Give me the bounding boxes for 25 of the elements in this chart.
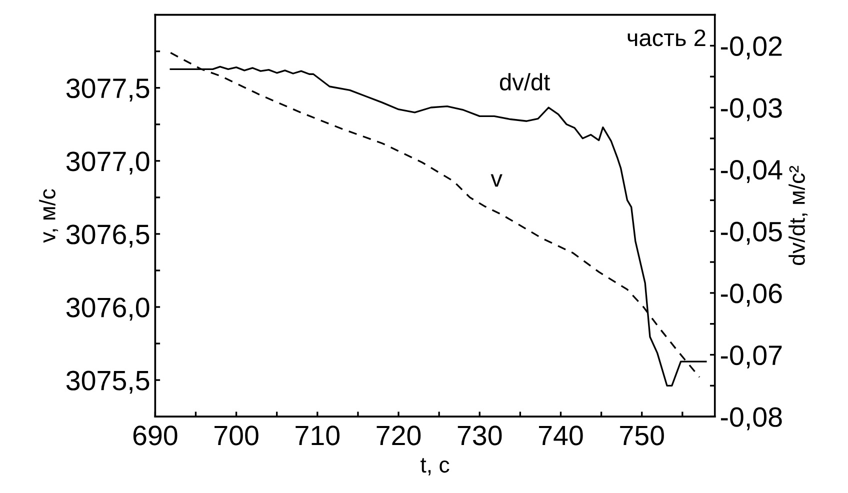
y2-tick-label: -0,02 — [720, 36, 782, 60]
y-axis-title: v, м/с — [39, 189, 58, 243]
y2-tick-label: -0,04 — [720, 160, 782, 183]
x-tick-label: 700 — [214, 426, 258, 446]
y-tick-label: 3076,5 — [66, 224, 150, 248]
annotation: часть 2 — [628, 29, 706, 46]
annotation: v — [490, 174, 502, 187]
annotation: dv/dt — [500, 73, 550, 90]
x-axis-title: t, с — [420, 458, 450, 476]
y2-tick-label: -0,08 — [720, 407, 782, 430]
y2-tick-label: -0,06 — [720, 284, 782, 307]
y-tick-label: 3076,0 — [66, 298, 150, 321]
x-tick-label: 750 — [620, 426, 664, 446]
y-tick-label: 3077,0 — [66, 152, 150, 175]
y2-axis-title: dv/dt, м/с² — [788, 166, 808, 265]
x-tick-label: 720 — [376, 426, 421, 446]
y2-tick-label: -0,07 — [720, 345, 782, 368]
x-tick-label: 730 — [458, 426, 502, 446]
y-tick-label: 3075,5 — [66, 370, 150, 394]
y2-tick-label: -0,03 — [720, 98, 782, 122]
x-tick-label: 690 — [133, 426, 178, 446]
x-tick-label: 740 — [539, 426, 583, 446]
y-tick-label: 3077,5 — [66, 78, 150, 102]
x-tick-label: 710 — [296, 426, 340, 446]
y2-tick-label: -0,05 — [720, 222, 782, 245]
